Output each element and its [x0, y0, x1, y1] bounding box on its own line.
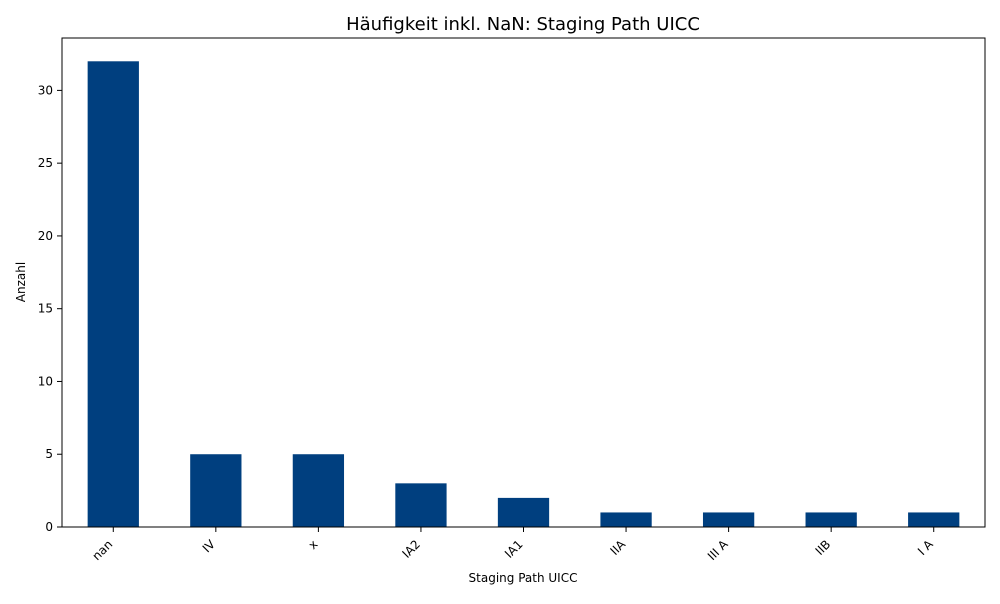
x-tick-label: III A	[705, 537, 731, 563]
x-tick-label: IV	[200, 537, 219, 556]
y-tick-label: 30	[38, 83, 53, 97]
y-tick-label: 0	[45, 520, 53, 534]
x-axis-label: Staging Path UICC	[469, 571, 578, 585]
x-tick-label: I A	[915, 537, 936, 558]
x-tick-label: IA2	[399, 537, 423, 561]
y-tick-label: 15	[38, 302, 53, 316]
plot-frame	[61, 37, 986, 528]
bar-iv	[190, 454, 242, 527]
y-axis-label: Anzahl	[14, 262, 28, 302]
y-tick-label: 20	[38, 229, 53, 243]
bar-nan	[87, 61, 139, 527]
bar-i-a	[908, 512, 960, 527]
bar-ia1	[497, 497, 550, 527]
bar-iia	[600, 512, 652, 527]
x-tick-label: IIB	[813, 537, 834, 558]
bar-iib	[805, 512, 857, 527]
plot-area	[87, 61, 960, 527]
x-tick-label: x	[306, 537, 321, 552]
bar-ia2	[395, 483, 447, 527]
x-tick-label: IA1	[502, 537, 526, 561]
y-tick-label: 10	[38, 374, 53, 388]
chart-title: Häufigkeit inkl. NaN: Staging Path UICC	[346, 14, 700, 35]
y-axis: 0 5 10 15 20 25 30	[38, 83, 62, 534]
y-tick-label: 5	[45, 447, 53, 461]
y-tick-label: 25	[38, 156, 53, 170]
x-axis: nan IV x IA2 IA1 IIA III A IIB I A	[90, 527, 936, 563]
bar-x	[292, 454, 345, 527]
x-tick-label: IIA	[607, 537, 628, 558]
bar-iii-a	[702, 512, 755, 527]
x-tick-label: nan	[90, 537, 116, 563]
